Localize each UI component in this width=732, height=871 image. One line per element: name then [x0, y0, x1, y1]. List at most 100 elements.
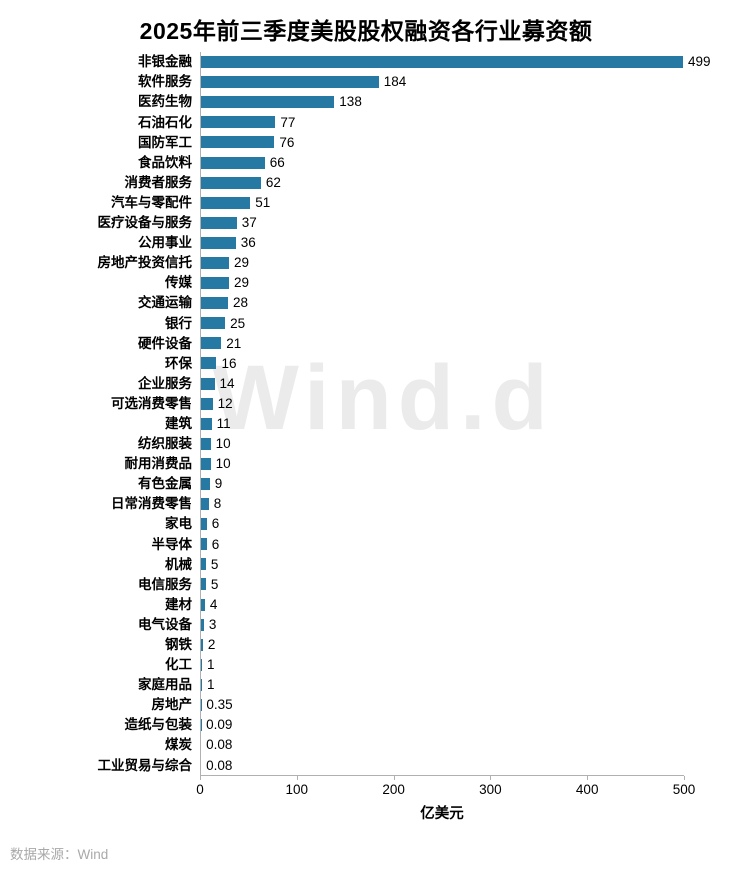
bar	[201, 357, 216, 369]
value-label: 10	[216, 437, 231, 451]
x-tick-label: 100	[286, 782, 309, 797]
bar-track: 21	[200, 333, 684, 353]
category-label: 食品饮料	[0, 156, 200, 170]
category-label: 环保	[0, 357, 200, 371]
bar-track: 12	[200, 394, 684, 414]
data-source: 数据来源：Wind	[10, 843, 108, 863]
x-tick-mark	[200, 776, 201, 780]
value-label: 0.09	[206, 718, 232, 732]
value-label: 77	[280, 116, 295, 130]
value-label: 184	[384, 75, 407, 89]
bar	[201, 136, 274, 148]
chart-row: 公用事业 36	[0, 233, 732, 253]
value-label: 36	[241, 236, 256, 250]
bar	[201, 217, 237, 229]
bar-track: 6	[200, 514, 684, 534]
chart-row: 石油石化 77	[0, 112, 732, 132]
bar	[201, 337, 221, 349]
value-label: 6	[212, 538, 220, 552]
bar	[201, 297, 228, 309]
bar-track: 1	[200, 675, 684, 695]
category-label: 造纸与包装	[0, 718, 200, 732]
bar-track: 184	[200, 72, 684, 92]
bar-track: 499	[200, 52, 684, 72]
category-label: 有色金属	[0, 477, 200, 491]
category-label: 公用事业	[0, 236, 200, 250]
bar	[201, 76, 379, 88]
x-tick-label: 0	[196, 782, 204, 797]
bar	[201, 478, 210, 490]
category-label: 银行	[0, 317, 200, 331]
value-label: 25	[230, 317, 245, 331]
bar-track: 1	[200, 655, 684, 675]
value-label: 62	[266, 176, 281, 190]
value-label: 5	[211, 558, 219, 572]
chart-row: 造纸与包装 0.09	[0, 715, 732, 735]
chart-row: 环保 16	[0, 353, 732, 373]
bar	[201, 538, 207, 550]
x-tick-mark	[684, 776, 685, 780]
category-label: 石油石化	[0, 116, 200, 130]
category-label: 建材	[0, 598, 200, 612]
bar	[201, 317, 225, 329]
bar-track: 8	[200, 494, 684, 514]
bar-track: 10	[200, 454, 684, 474]
x-tick-label: 500	[673, 782, 696, 797]
value-label: 3	[209, 618, 217, 632]
category-label: 钢铁	[0, 638, 200, 652]
chart-row: 机械 5	[0, 554, 732, 574]
chart-row: 建材 4	[0, 595, 732, 615]
category-label: 机械	[0, 558, 200, 572]
bar	[201, 277, 229, 289]
value-label: 6	[212, 517, 220, 531]
bar	[201, 578, 206, 590]
bar	[201, 599, 205, 611]
bar	[201, 679, 202, 691]
category-label: 纺织服装	[0, 437, 200, 451]
category-label: 软件服务	[0, 75, 200, 89]
chart-title: 2025年前三季度美股股权融资各行业募资额	[0, 12, 732, 46]
value-label: 16	[221, 357, 236, 371]
x-tick-mark	[587, 776, 588, 780]
category-label: 半导体	[0, 538, 200, 552]
bar-track: 3	[200, 615, 684, 635]
bar-track: 5	[200, 574, 684, 594]
category-label: 电气设备	[0, 618, 200, 632]
bar	[201, 518, 207, 530]
value-label: 29	[234, 256, 249, 270]
category-label: 家电	[0, 517, 200, 531]
value-label: 66	[270, 156, 285, 170]
x-tick-mark	[490, 776, 491, 780]
value-label: 51	[255, 196, 270, 210]
value-label: 4	[210, 598, 218, 612]
bar-track: 14	[200, 374, 684, 394]
value-label: 1	[207, 678, 215, 692]
bar-track: 29	[200, 273, 684, 293]
x-tick-mark	[297, 776, 298, 780]
x-tick-mark	[394, 776, 395, 780]
bar-track: 6	[200, 534, 684, 554]
category-label: 工业贸易与综合	[0, 759, 200, 773]
bar-track: 0.09	[200, 715, 684, 735]
bar-track: 25	[200, 313, 684, 333]
value-label: 12	[218, 397, 233, 411]
chart-row: 电气设备 3	[0, 615, 732, 635]
bar	[201, 398, 213, 410]
bar	[201, 257, 229, 269]
chart-row: 纺织服装 10	[0, 434, 732, 454]
value-label: 11	[217, 417, 231, 431]
bar	[201, 418, 212, 430]
bar	[201, 498, 209, 510]
